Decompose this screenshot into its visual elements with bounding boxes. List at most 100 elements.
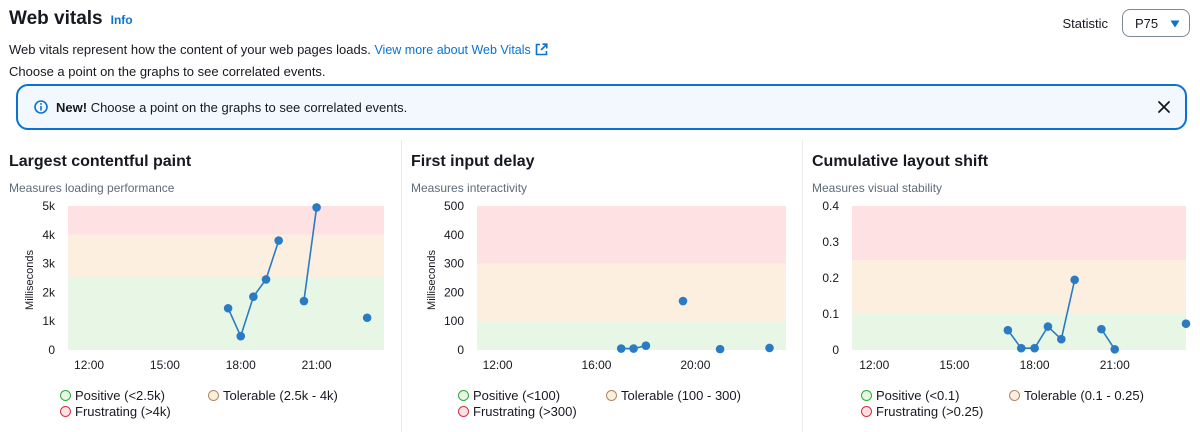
- legend-frustrating: Frustrating (>4k): [60, 404, 208, 419]
- legend-label: Positive (<0.1): [876, 387, 960, 403]
- x-tick-label: 12:00: [483, 358, 513, 372]
- lcp-chart[interactable]: 0 1k 2k 3k 4k 5k 12:00 15:00 18:00 21:00 Milliseco…: [0, 194, 400, 384]
- data-point[interactable]: [1043, 322, 1053, 331]
- panel-subtitle: Measures loading performance: [9, 181, 175, 195]
- x-tick-label: 18:00: [1020, 358, 1050, 372]
- legend-positive: Positive (<100): [458, 388, 606, 403]
- legend-label: Positive (<100): [473, 387, 561, 403]
- info-link[interactable]: Info: [110, 13, 133, 27]
- positive-swatch: [861, 389, 872, 401]
- data-point[interactable]: [261, 275, 271, 284]
- frustrating-band: [852, 206, 1186, 260]
- legend-positive: Positive (<0.1): [861, 388, 1009, 403]
- data-point[interactable]: [1110, 344, 1120, 354]
- y-tick-label: 500: [444, 199, 464, 213]
- panel-title: Cumulative layout shift: [812, 153, 989, 170]
- statistic-select-value: P75: [1135, 15, 1159, 31]
- data-point[interactable]: [223, 303, 233, 313]
- legend-positive: Positive (<2.5k): [60, 388, 208, 403]
- panel-fid: First input delay Measures interactivity…: [401, 140, 802, 432]
- data-point[interactable]: [1030, 343, 1039, 353]
- y-tick-label: 400: [444, 228, 464, 242]
- frustrating-band: [68, 206, 384, 235]
- web-vitals-link[interactable]: View more about Web Vitals: [374, 43, 548, 57]
- data-point[interactable]: [765, 343, 774, 353]
- tolerable-band: [68, 234, 384, 278]
- x-tick-label: 21:00: [1100, 358, 1130, 372]
- panel-subtitle: Measures interactivity: [411, 181, 528, 195]
- series-line: [303, 207, 318, 302]
- y-tick-label: 300: [444, 257, 464, 271]
- data-point[interactable]: [1070, 275, 1079, 285]
- y-tick-label: 0.1: [822, 307, 839, 321]
- data-point[interactable]: [678, 296, 688, 306]
- caret-down-icon: [1170, 16, 1180, 31]
- legend: Positive (<0.1) Tolerable (0.1 - 0.25) F…: [861, 387, 1144, 419]
- tolerable-swatch: [606, 389, 617, 401]
- title-row: Web vitals Info: [9, 8, 1190, 30]
- positive-swatch: [458, 389, 469, 401]
- frustrating-swatch: [458, 405, 469, 417]
- alert-new-label: New!: [56, 99, 88, 115]
- description: Web vitals represent how the content of …: [9, 40, 1190, 81]
- data-point[interactable]: [236, 331, 246, 341]
- legend-label: Tolerable (100 - 300): [621, 387, 741, 403]
- legend: Positive (<100) Tolerable (100 - 300) Fr…: [458, 387, 741, 419]
- x-tick-label: 15:00: [939, 358, 969, 372]
- web-vitals-link-label: View more about Web Vitals: [374, 43, 531, 57]
- data-point[interactable]: [362, 313, 372, 323]
- data-point[interactable]: [1057, 334, 1066, 344]
- data-point[interactable]: [629, 344, 638, 353]
- y-tick-label: 0: [48, 343, 55, 357]
- y-axis-label: Milliseconds: [426, 250, 438, 310]
- legend-label: Frustrating (>0.25): [876, 403, 984, 419]
- x-tick-label: 12:00: [859, 358, 889, 372]
- description-text: Web vitals represent how the content of …: [9, 42, 371, 57]
- page-title: Web vitals: [9, 8, 103, 29]
- data-point[interactable]: [1181, 319, 1191, 329]
- data-point[interactable]: [299, 296, 309, 306]
- x-tick-label: 15:00: [150, 358, 180, 372]
- data-point[interactable]: [1097, 324, 1106, 334]
- x-tick-label: 12:00: [74, 358, 104, 372]
- y-tick-label: 100: [444, 314, 464, 328]
- alert-message: Choose a point on the graphs to see corr…: [90, 99, 408, 115]
- frustrating-swatch: [861, 405, 872, 417]
- external-link-icon: [535, 43, 548, 62]
- data-point[interactable]: [1016, 343, 1026, 353]
- info-alert: New! Choose a point on the graphs to see…: [16, 84, 1187, 130]
- legend-tolerable: Tolerable (2.5k - 4k): [208, 388, 338, 403]
- y-tick-label: 0.4: [822, 199, 839, 213]
- frustrating-band: [477, 206, 786, 264]
- tolerable-band: [852, 260, 1186, 314]
- alert-text: New! Choose a point on the graphs to see…: [56, 100, 407, 115]
- data-point[interactable]: [1003, 325, 1013, 335]
- y-tick-label: 0: [457, 343, 464, 357]
- cls-chart[interactable]: 0 0.1 0.2 0.3 0.4 12:00 15:00 18:00 21:00: [803, 194, 1200, 384]
- fid-chart[interactable]: 0 100 200 300 400 500 12:00 16:00 20:00 Milliseco…: [402, 194, 802, 384]
- y-tick-label: 3k: [42, 257, 56, 271]
- legend-tolerable: Tolerable (100 - 300): [606, 388, 741, 403]
- y-tick-label: 0.2: [822, 271, 839, 285]
- panel-title: First input delay: [411, 153, 535, 170]
- charts-row: Largest contentful paint Measures loadin…: [0, 140, 1200, 432]
- y-tick-label: 0: [832, 343, 839, 357]
- panel-lcp: Largest contentful paint Measures loadin…: [0, 140, 401, 432]
- legend-label: Tolerable (0.1 - 0.25): [1024, 387, 1144, 403]
- data-point[interactable]: [641, 341, 651, 350]
- data-point[interactable]: [274, 236, 283, 245]
- data-point[interactable]: [312, 203, 321, 212]
- data-point[interactable]: [715, 344, 725, 354]
- data-point[interactable]: [616, 344, 626, 353]
- statistic-select[interactable]: P75: [1122, 9, 1190, 37]
- legend-frustrating: Frustrating (>300): [458, 404, 606, 419]
- legend-label: Frustrating (>4k): [75, 403, 171, 419]
- y-tick-label: 4k: [42, 228, 56, 242]
- close-icon[interactable]: [1157, 100, 1171, 114]
- x-tick-label: 18:00: [226, 358, 256, 372]
- y-tick-label: 200: [444, 285, 464, 299]
- statistic-label: Statistic: [1062, 15, 1108, 31]
- panel-subtitle: Measures visual stability: [812, 181, 943, 195]
- info-circle-icon: [34, 100, 48, 114]
- data-point[interactable]: [249, 292, 258, 302]
